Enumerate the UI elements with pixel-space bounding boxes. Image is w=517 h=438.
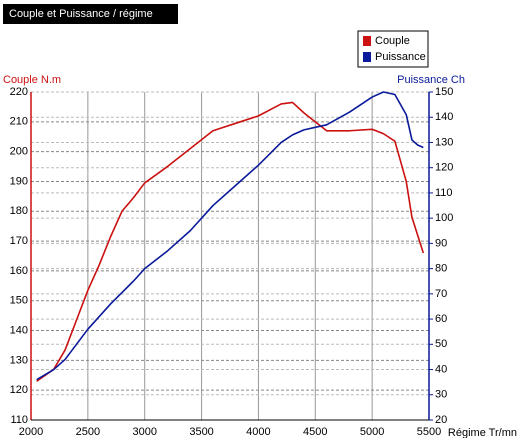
- y2-axis-title: Puissance Ch: [397, 74, 465, 86]
- y-tick-label: 140: [10, 324, 28, 336]
- series-line: [36, 101, 425, 382]
- y2-tick-label: 50: [435, 338, 447, 350]
- x-tick-label: 3500: [189, 426, 213, 438]
- x-tick-label: 5500: [417, 426, 441, 438]
- chart-title: Couple et Puissance / régime: [9, 8, 153, 20]
- y2-tick-label: 150: [435, 86, 453, 98]
- x-tick-label: 4000: [246, 426, 270, 438]
- y2-tick-label: 30: [435, 389, 447, 401]
- y-axis-title: Couple N.m: [3, 74, 61, 86]
- y-tick-label: 110: [10, 414, 28, 426]
- x-tick-label: 2500: [76, 426, 100, 438]
- legend-label: Couple: [375, 35, 410, 47]
- y-tick-label: 150: [10, 295, 28, 307]
- y-tick-label: 170: [10, 235, 28, 247]
- legend-swatch: [363, 52, 371, 62]
- y-tick-label: 220: [10, 86, 28, 98]
- x-tick-label: 5000: [360, 426, 384, 438]
- y2-tick-label: 40: [435, 363, 447, 375]
- y-tick-label: 180: [10, 205, 28, 217]
- y2-tick-label: 80: [435, 263, 447, 275]
- x-tick-label: 4500: [303, 426, 327, 438]
- title-box: [3, 4, 178, 24]
- series-line: [36, 91, 424, 381]
- y2-tick-label: 60: [435, 313, 447, 325]
- y2-tick-label: 130: [435, 136, 453, 148]
- y-tick-label: 160: [10, 265, 28, 277]
- y2-tick-label: 140: [435, 111, 453, 123]
- y-tick-label: 130: [10, 354, 28, 366]
- y-tick-label: 210: [10, 116, 28, 128]
- y2-tick-label: 70: [435, 288, 447, 300]
- y2-tick-label: 100: [435, 212, 453, 224]
- y2-tick-label: 20: [435, 414, 447, 426]
- legend-swatch: [363, 36, 371, 46]
- legend-label: Puissance: [375, 51, 426, 63]
- y2-tick-label: 90: [435, 237, 447, 249]
- y2-tick-label: 120: [435, 162, 453, 174]
- y2-tick-label: 110: [435, 187, 453, 199]
- y-tick-label: 200: [10, 146, 28, 158]
- y-tick-label: 190: [10, 175, 28, 187]
- y-tick-label: 120: [10, 384, 28, 396]
- x-axis-title: Régime Tr/mn: [448, 427, 517, 438]
- x-tick-label: 3000: [132, 426, 156, 438]
- x-tick-label: 2000: [19, 426, 43, 438]
